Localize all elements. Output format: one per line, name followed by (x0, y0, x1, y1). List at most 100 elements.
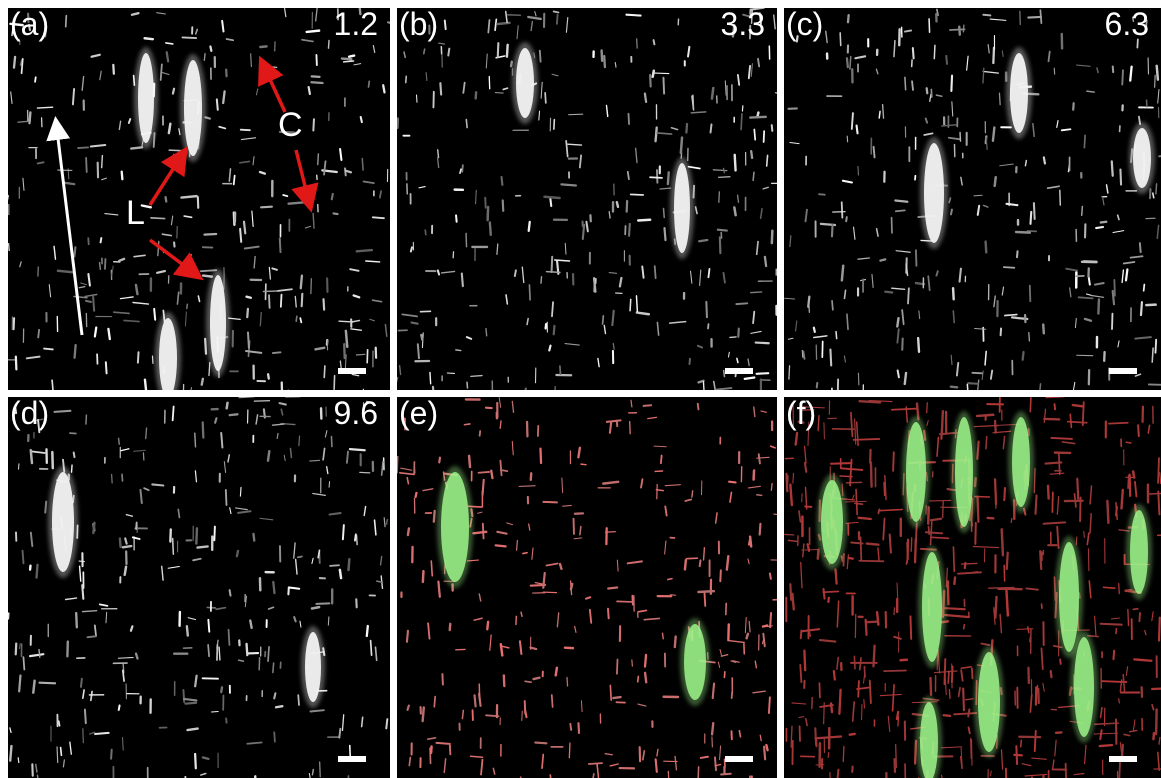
speckle (1134, 659, 1151, 660)
speckle (951, 210, 952, 215)
speckle (605, 532, 615, 533)
speckle (850, 734, 855, 735)
speckle (854, 439, 880, 440)
speckle (204, 234, 216, 235)
speckle (656, 490, 663, 491)
speckle (908, 288, 909, 303)
speckle (562, 478, 563, 493)
cell (1133, 128, 1151, 188)
speckle (219, 647, 220, 660)
speckle (636, 296, 637, 312)
speckle (603, 316, 604, 324)
speckle (1159, 738, 1160, 745)
speckle (312, 769, 313, 774)
cell (210, 275, 226, 371)
speckle (14, 318, 15, 329)
speckle (1133, 609, 1137, 610)
speckle (268, 374, 269, 378)
speckle (430, 372, 431, 383)
speckle (10, 746, 11, 761)
speckle (1073, 405, 1083, 406)
speckle (83, 611, 97, 612)
speckle (412, 323, 418, 324)
speckle (894, 41, 895, 57)
speckle (132, 13, 139, 15)
speckle (490, 222, 491, 234)
speckle (942, 411, 943, 434)
speckle (302, 294, 303, 306)
speckle (1153, 733, 1154, 739)
speckle (1138, 425, 1139, 436)
speckle (693, 95, 694, 110)
speckle (657, 133, 672, 134)
speckle (759, 454, 760, 463)
speckle (560, 564, 561, 569)
speckle (820, 640, 835, 641)
speckle (442, 674, 443, 684)
cell (924, 143, 944, 243)
cell (978, 652, 1000, 752)
panel-label: (c) (786, 6, 823, 42)
scale-bar (725, 756, 753, 762)
speckle (991, 371, 992, 379)
speckle (918, 338, 919, 352)
speckle (448, 49, 449, 56)
speckle (847, 58, 848, 67)
speckle (38, 330, 39, 338)
speckle (504, 675, 505, 686)
speckle (986, 437, 987, 449)
speckle (502, 177, 503, 185)
speckle (772, 125, 773, 131)
speckle (169, 150, 184, 151)
speckle (1023, 352, 1024, 360)
speckle (1084, 135, 1085, 147)
speckle (1097, 68, 1098, 72)
panel: (e) (397, 395, 787, 778)
speckle (523, 553, 527, 554)
speckle (1007, 553, 1008, 569)
speckle (712, 723, 713, 734)
speckle (898, 370, 899, 377)
speckle (638, 676, 639, 681)
speckle (119, 438, 120, 444)
speckle (244, 222, 245, 234)
speckle (161, 64, 162, 80)
speckle (664, 209, 665, 218)
speckle (951, 76, 952, 91)
speckle (340, 149, 341, 160)
speckle (356, 354, 364, 355)
speckle (521, 612, 522, 616)
speckle (471, 376, 482, 377)
speckle (100, 263, 101, 270)
speckle (88, 636, 96, 637)
speckle (169, 124, 170, 133)
speckle (438, 582, 439, 597)
speckle (817, 383, 818, 388)
speckle (136, 285, 137, 294)
speckle (613, 697, 620, 698)
speckle (498, 43, 499, 57)
speckle (792, 594, 793, 610)
speckle (23, 551, 24, 564)
speckle (237, 551, 238, 556)
speckle (645, 673, 646, 682)
speckle (260, 313, 261, 326)
speckle (953, 288, 954, 299)
speckle (831, 463, 851, 464)
speckle (1156, 710, 1157, 735)
panel-value: 9.6 (334, 395, 378, 431)
speckle (515, 270, 516, 276)
speckle (626, 15, 640, 16)
speckle (203, 422, 204, 437)
speckle (525, 681, 531, 682)
speckle (850, 57, 851, 69)
speckle (1051, 671, 1052, 677)
speckle (503, 88, 507, 89)
speckle (894, 608, 895, 615)
speckle (1141, 302, 1142, 315)
speckle (578, 723, 579, 733)
speckle (581, 701, 582, 712)
panel: (b)3.3 (397, 6, 787, 400)
speckle (178, 509, 179, 517)
speckle (204, 54, 205, 61)
